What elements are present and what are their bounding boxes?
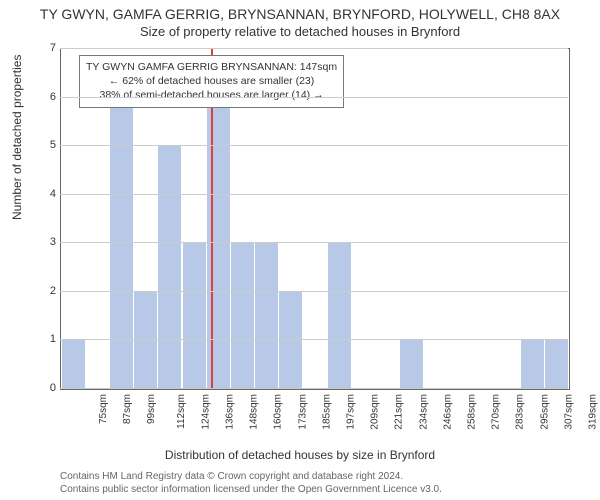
annotation-line: ← 62% of detached houses are smaller (23… [86,74,337,88]
x-tick-label: 136sqm [225,394,236,430]
x-tick-label: 112sqm [176,394,187,429]
y-axis-label: Number of detached properties [10,55,24,220]
x-tick-label: 185sqm [321,394,332,430]
x-tick-label: 283sqm [515,394,526,430]
x-tick-label: 209sqm [370,394,381,430]
histogram-bar [328,242,351,389]
x-tick-label: 221sqm [394,394,405,430]
x-tick-label: 234sqm [418,394,429,430]
x-tick-label: 87sqm [122,394,133,424]
x-tick-label: 197sqm [346,394,357,430]
annotation-line: 38% of semi-detached houses are larger (… [86,88,337,102]
x-tick-label: 160sqm [273,394,284,430]
histogram-bar [231,242,254,389]
x-tick-label: 307sqm [563,394,574,430]
gridline [60,97,568,98]
x-axis-label: Distribution of detached houses by size … [0,448,600,462]
chart-title: TY GWYN, GAMFA GERRIG, BRYNSANNAN, BRYNF… [0,0,600,22]
gridline [60,388,568,389]
histogram-bar [158,145,181,389]
annotation-line: TY GWYN GAMFA GERRIG BRYNSANNAN: 147sqm [86,60,337,74]
x-tick-label: 148sqm [249,394,260,430]
y-tick-label: 4 [50,188,56,200]
y-tick-label: 5 [50,139,56,151]
gridline [60,242,568,243]
gridline [60,291,568,292]
footnote: Contains HM Land Registry data © Crown c… [60,470,442,496]
gridline [60,145,568,146]
y-tick-label: 0 [50,382,56,394]
x-tick-label: 246sqm [442,394,453,430]
x-tick-label: 258sqm [467,394,478,430]
gridline [60,339,568,340]
histogram-bar [255,242,278,389]
footnote-line-2: Contains public sector information licen… [60,483,442,496]
histogram-bar [521,339,544,389]
footnote-line-1: Contains HM Land Registry data © Crown c… [60,470,442,483]
y-tick-label: 2 [50,285,56,297]
x-tick-label: 99sqm [146,394,157,424]
x-tick-label: 124sqm [200,394,211,430]
y-tick-label: 1 [50,333,56,345]
chart-subtitle: Size of property relative to detached ho… [0,22,600,39]
y-tick-label: 7 [50,42,56,54]
x-tick-label: 173sqm [297,394,308,430]
histogram-bar [545,339,568,389]
y-tick-label: 6 [50,91,56,103]
y-tick-label: 3 [50,236,56,248]
x-tick-label: 319sqm [587,394,598,430]
histogram-bar [62,339,85,389]
x-tick-label: 295sqm [539,394,550,430]
x-tick-label: 75sqm [98,394,109,424]
annotation-box: TY GWYN GAMFA GERRIG BRYNSANNAN: 147sqm←… [79,55,344,108]
gridline [60,48,568,49]
gridline [60,194,568,195]
histogram-bar [400,339,423,389]
histogram-bar [183,242,206,389]
x-tick-label: 270sqm [491,394,502,430]
